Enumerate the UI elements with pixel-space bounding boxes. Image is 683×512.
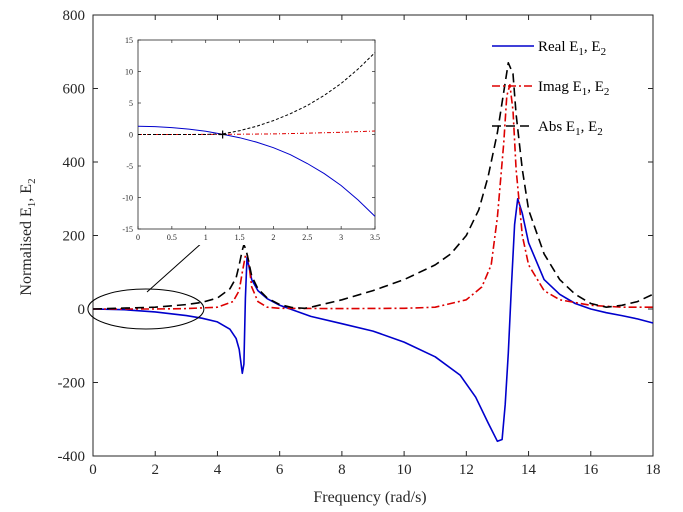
inset-y-tick-label: 10 <box>125 68 133 77</box>
legend-label-0: Real E1, E2 <box>538 39 606 58</box>
zoom-ellipse <box>87 288 205 330</box>
x-tick-label: 18 <box>646 462 661 478</box>
x-axis-title: Frequency (rad/s) <box>313 489 426 506</box>
x-tick-label: 10 <box>397 462 412 478</box>
y-tick-label: 600 <box>63 82 86 98</box>
inset-y-tick-label: 5 <box>129 99 133 108</box>
inset-chart: 0 0.5 1 1.5 2 2.5 3 3.5 -15 -10 -5 0 5 10 15 <box>114 30 385 245</box>
inset-x-tick-label: 0 <box>136 233 140 242</box>
main-series <box>92 61 654 443</box>
inset-x-tick-label: 0.5 <box>167 233 177 242</box>
inset-series-line-2 <box>138 52 376 135</box>
y-tick-label: 800 <box>63 8 86 24</box>
y-tick-label: -400 <box>58 449 86 465</box>
inset-x-tick-label: 2.5 <box>302 233 312 242</box>
inset-y-tick-label: -5 <box>126 162 133 171</box>
legend-label-1: Imag E1, E2 <box>538 79 609 98</box>
y-tick-label: 200 <box>63 229 86 245</box>
y-tick-label: 400 <box>63 155 86 171</box>
legend-label-2: Abs E1, E2 <box>538 119 603 138</box>
inset-y-tick-label: -10 <box>122 194 133 203</box>
series-line-2 <box>92 61 654 310</box>
svg-text:Normalised E1, E2: Normalised E1, E2 <box>18 178 38 295</box>
x-tick-label: 16 <box>583 462 599 478</box>
x-tick-label: 0 <box>89 462 97 478</box>
inset-series-line-1 <box>138 130 376 135</box>
inset-crossing-marker <box>218 130 227 139</box>
inset-series-line-0 <box>137 125 376 217</box>
x-tick-label: 8 <box>338 462 346 478</box>
series-line-1 <box>93 84 653 310</box>
y-tick-label: 0 <box>78 302 86 318</box>
series-line-0 <box>92 198 654 443</box>
inset-x-tick-label: 3.5 <box>370 233 380 242</box>
x-tick-label: 12 <box>459 462 474 478</box>
x-tick-label: 2 <box>151 462 159 478</box>
inset-x-tick-label: 3 <box>339 233 343 242</box>
y-tick-label: -200 <box>58 376 86 392</box>
x-tick-label: 4 <box>214 462 222 478</box>
inset-x-tick-label: 1.5 <box>235 233 245 242</box>
inset-x-tick-label: 1 <box>204 233 208 242</box>
x-tick-label: 6 <box>276 462 284 478</box>
inset-y-tick-label: -15 <box>122 225 133 234</box>
inset-y-tick-label: 15 <box>125 36 133 45</box>
legend: Real E1, E2 Imag E1, E2 Abs E1, E2 <box>492 39 609 138</box>
y-axis-title: Normalised E1, E2 <box>18 178 38 295</box>
inset-x-tick-label: 2 <box>271 233 275 242</box>
x-tick-label: 14 <box>521 462 537 478</box>
inset-y-tick-label: 0 <box>129 131 133 140</box>
